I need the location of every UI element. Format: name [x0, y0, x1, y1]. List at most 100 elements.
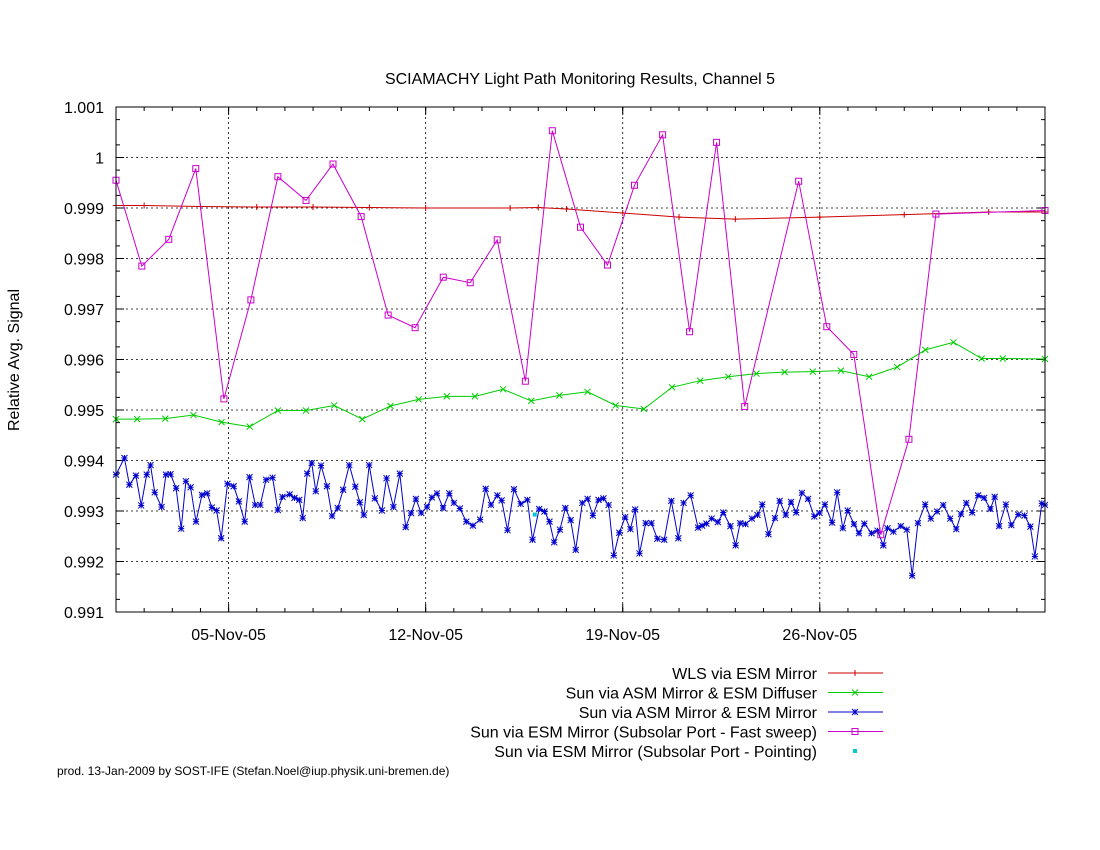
- data-point: [295, 496, 303, 504]
- data-point: [839, 524, 847, 532]
- data-point: [535, 505, 543, 513]
- data-point: [456, 505, 464, 512]
- series-line: [116, 205, 1045, 220]
- data-point: [384, 311, 392, 319]
- data-point: [860, 520, 868, 527]
- data-point: [213, 507, 220, 514]
- data-point: [192, 165, 200, 173]
- data-point: [792, 509, 800, 516]
- data-point: [771, 514, 779, 522]
- data-point: [698, 522, 706, 529]
- data-point: [642, 519, 650, 527]
- data-point: [274, 506, 282, 514]
- data-point: [567, 516, 575, 524]
- data-point: [927, 515, 935, 522]
- data-point: [636, 550, 643, 557]
- data-point: [246, 473, 253, 481]
- data-point: [810, 513, 818, 520]
- data-point: [312, 487, 320, 495]
- data-point: [950, 338, 957, 346]
- data-point: [417, 509, 425, 517]
- data-point: [615, 529, 623, 537]
- data-point: [476, 516, 484, 523]
- data-point: [303, 470, 311, 477]
- data-point: [187, 483, 194, 491]
- data-point: [1007, 521, 1015, 529]
- data-point: [224, 480, 231, 488]
- data-point: [648, 519, 655, 527]
- data-point: [572, 546, 580, 554]
- data-point: [708, 515, 716, 522]
- data-point: [724, 373, 732, 381]
- data-point: [865, 373, 873, 381]
- data-point: [877, 531, 885, 539]
- data-point: [621, 513, 629, 521]
- data-point: [798, 489, 806, 497]
- data-point: [167, 470, 174, 478]
- data-point: [837, 367, 845, 374]
- data-point: [198, 491, 206, 499]
- data-point: [141, 202, 148, 209]
- data-point: [753, 370, 760, 377]
- data-point: [334, 504, 342, 512]
- data-point: [182, 477, 190, 485]
- data-point: [680, 499, 687, 507]
- data-point: [428, 494, 436, 501]
- data-point: [190, 411, 197, 419]
- y-axis-label: Relative Avg. Signal: [6, 289, 23, 431]
- data-point: [415, 396, 422, 403]
- data-point: [741, 402, 749, 410]
- data-point: [676, 214, 683, 221]
- data-point: [548, 127, 556, 135]
- data-point: [640, 405, 648, 413]
- legend-marker: [851, 728, 859, 735]
- data-point: [147, 461, 154, 469]
- data-point: [584, 388, 591, 396]
- data-point: [962, 499, 970, 507]
- grid: [116, 107, 1045, 612]
- y-tick-label: 0.992: [64, 555, 104, 572]
- x-tick-label: 12-Nov-05: [388, 627, 463, 644]
- data-point: [578, 499, 586, 507]
- data-point: [217, 534, 225, 542]
- data-point: [422, 205, 429, 211]
- data-point: [589, 512, 597, 519]
- x-tick-label: 26-Nov-05: [782, 627, 857, 644]
- data-point: [687, 491, 695, 499]
- data-point: [577, 223, 584, 231]
- data-point: [218, 418, 225, 426]
- data-point: [782, 511, 790, 519]
- data-point: [696, 377, 704, 385]
- data-point: [535, 204, 542, 211]
- data-point: [816, 509, 823, 517]
- data-point: [487, 501, 495, 509]
- data-point: [494, 491, 501, 499]
- data-point: [563, 206, 570, 213]
- data-point: [980, 494, 988, 502]
- data-point: [922, 346, 929, 354]
- data-point: [158, 503, 165, 511]
- data-point: [809, 368, 817, 375]
- data-point: [466, 279, 474, 287]
- legend-marker: [852, 670, 858, 676]
- data-point: [850, 350, 858, 358]
- data-point: [627, 525, 634, 533]
- data-point: [903, 526, 911, 534]
- data-point: [317, 462, 325, 469]
- data-point: [610, 552, 618, 559]
- series-line: [115, 130, 1046, 535]
- data-point: [423, 503, 431, 511]
- data-point: [411, 324, 419, 332]
- data-point: [1027, 523, 1034, 531]
- data-point: [823, 323, 831, 331]
- data-point: [978, 355, 986, 362]
- data-point: [897, 522, 905, 530]
- data-point: [668, 383, 676, 391]
- data-point: [932, 210, 940, 218]
- data-point: [1021, 512, 1028, 519]
- data-point: [1002, 501, 1010, 508]
- data-point: [517, 500, 525, 508]
- data-point: [389, 503, 397, 511]
- y-tick-label: 0.995: [64, 403, 104, 420]
- data-point: [299, 514, 307, 522]
